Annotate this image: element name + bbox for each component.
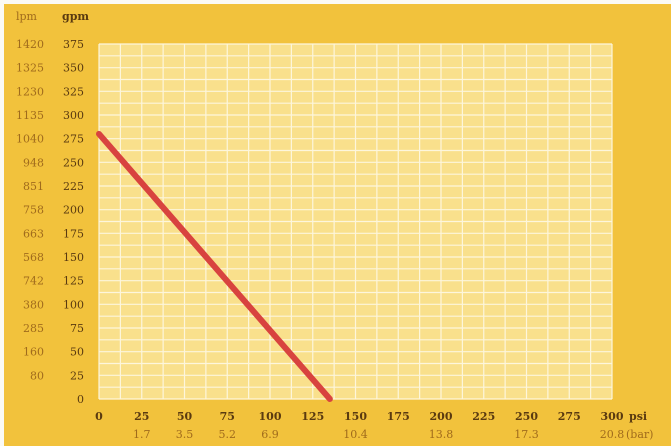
x-tick-label-psi: 225 xyxy=(472,410,495,423)
y-tick-label-gpm: 325 xyxy=(63,85,84,98)
x-unit-bar: (bar) xyxy=(626,428,653,441)
y-tick-label-lpm: 1325 xyxy=(16,62,44,75)
y-tick-label-gpm: 350 xyxy=(63,62,84,75)
y-tick-label-gpm: 275 xyxy=(63,133,84,146)
y-tick-label-lpm: 1420 xyxy=(16,38,44,51)
x-tick-label-bar: 10.4 xyxy=(343,428,368,441)
x-tick-label-psi: 275 xyxy=(558,410,581,423)
y-unit-gpm: gpm xyxy=(62,10,89,23)
x-tick-label-psi: 250 xyxy=(515,410,538,423)
y-tick-label-lpm: 742 xyxy=(23,275,44,288)
y-tick-label-gpm: 100 xyxy=(63,298,84,311)
y-tick-label-lpm: 160 xyxy=(23,346,44,359)
y-tick-label-gpm: 50 xyxy=(70,346,84,359)
y-tick-label-gpm: 125 xyxy=(63,275,84,288)
grid xyxy=(98,43,613,400)
y-unit-lpm: lpm xyxy=(16,10,38,23)
chart-container: 0 25 50 75 100 125 150 175 200 225 250 275 300 1.7 3.5… xyxy=(4,4,671,446)
y-tick-label-gpm: 225 xyxy=(63,180,84,193)
x-tick-label-psi: 25 xyxy=(134,410,149,423)
x-tick-label-bar: 13.8 xyxy=(429,428,454,441)
y-tick-label-gpm: 0 xyxy=(77,393,84,406)
x-tick-label-psi: 175 xyxy=(387,410,410,423)
series-line xyxy=(96,130,333,402)
x-tick-label-psi: 150 xyxy=(344,410,367,423)
y-tick-label-lpm: 1135 xyxy=(16,109,44,122)
y-tick-label-gpm: 25 xyxy=(70,369,84,382)
x-tick-label-bar: 20.8 xyxy=(600,428,625,441)
y-tick-labels: 0 25 50 75 100 125 150 175 200 225 250 275 300 325 350… xyxy=(16,38,84,406)
x-tick-label-psi: 75 xyxy=(220,410,235,423)
y-tick-label-lpm: 380 xyxy=(23,298,44,311)
y-tick-label-gpm: 375 xyxy=(63,38,84,51)
y-tick-label-lpm: 568 xyxy=(23,251,44,264)
x-tick-label-bar: 1.7 xyxy=(133,428,151,441)
y-tick-label-gpm: 150 xyxy=(63,251,84,264)
y-tick-label-lpm: 948 xyxy=(23,156,44,169)
y-tick-label-gpm: 175 xyxy=(63,227,84,240)
x-unit-psi: psi xyxy=(629,410,647,423)
x-tick-label-psi: 0 xyxy=(95,410,103,423)
x-tick-label-bar: 3.5 xyxy=(176,428,194,441)
x-tick-label-psi: 300 xyxy=(601,410,624,423)
y-tick-label-lpm: 663 xyxy=(23,227,44,240)
series-line-layer xyxy=(96,130,333,402)
x-tick-label-bar: 5.2 xyxy=(219,428,237,441)
x-tick-labels: 0 25 50 75 100 125 150 175 200 225 250 275 300 1.7 3.5… xyxy=(95,410,624,441)
y-tick-label-gpm: 300 xyxy=(63,109,84,122)
y-tick-label-lpm: 851 xyxy=(23,180,44,193)
x-tick-label-psi: 100 xyxy=(259,410,282,423)
y-tick-label-gpm: 75 xyxy=(70,322,84,335)
x-tick-label-psi: 125 xyxy=(301,410,324,423)
y-tick-label-lpm: 758 xyxy=(23,204,44,217)
y-tick-label-lpm: 1040 xyxy=(16,133,44,146)
y-tick-label-lpm: 285 xyxy=(23,322,44,335)
x-tick-label-psi: 50 xyxy=(177,410,193,423)
y-tick-label-gpm: 200 xyxy=(63,204,84,217)
x-tick-label-bar: 6.9 xyxy=(261,428,279,441)
x-tick-label-psi: 200 xyxy=(430,410,453,423)
y-tick-label-lpm: 1230 xyxy=(16,85,44,98)
y-tick-label-lpm: 80 xyxy=(30,369,44,382)
y-tick-label-gpm: 250 xyxy=(63,156,84,169)
x-tick-label-bar: 17.3 xyxy=(514,428,539,441)
